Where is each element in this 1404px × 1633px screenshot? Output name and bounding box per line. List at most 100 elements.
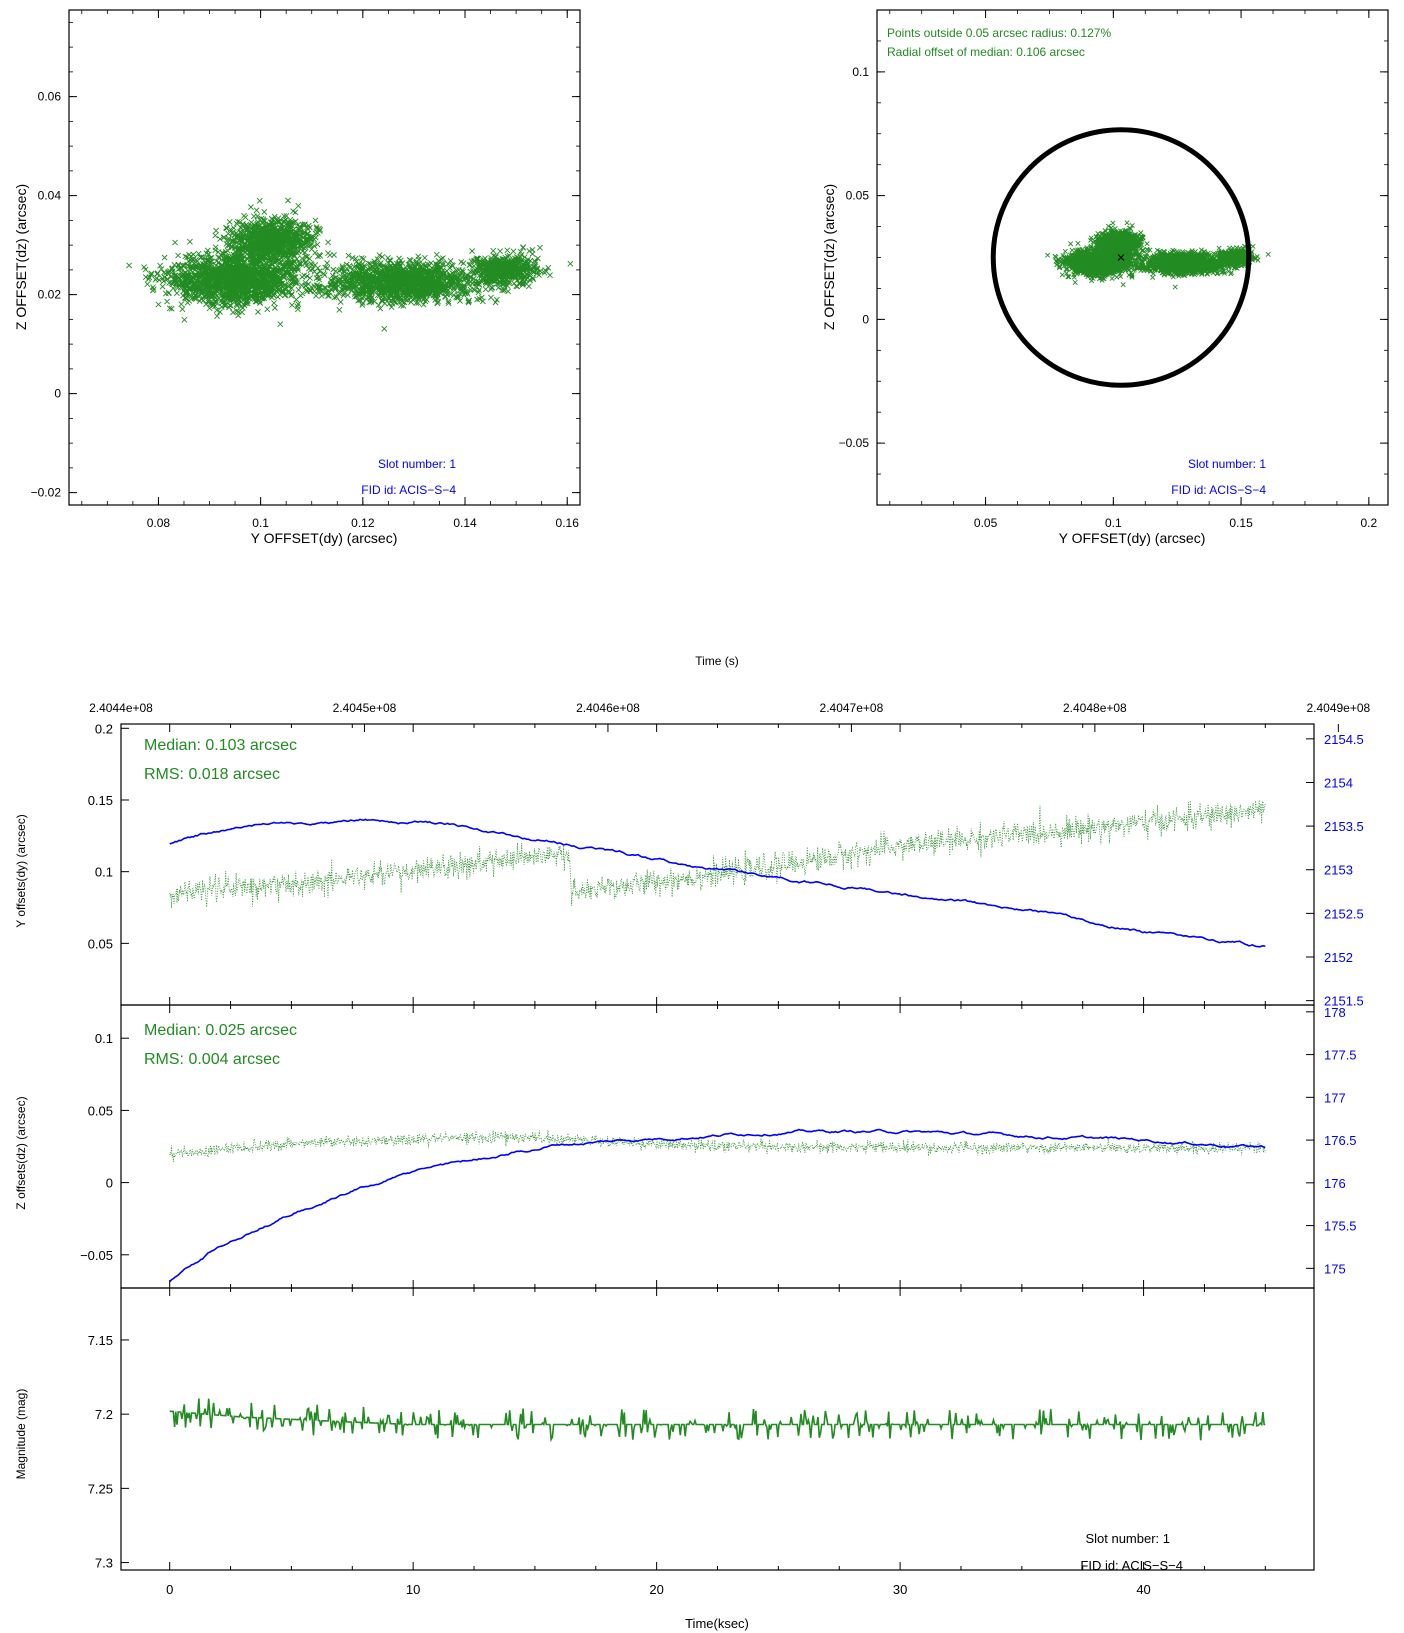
scatter-left-slot-label: Slot number: 1 [378, 457, 456, 471]
panel-right-ytick-label: 176.5 [1324, 1133, 1357, 1148]
panel-ytick-label: 0.05 [88, 1103, 113, 1118]
panel-right-ytick-label: 176 [1324, 1176, 1346, 1191]
blue-reference-series [169, 818, 1266, 948]
panel-ytick-label: 7.25 [88, 1481, 113, 1496]
z-offset-ylabel: Z offsets(dz) (arcsec) [14, 1096, 28, 1209]
scatter-left-xtick-label: 0.14 [453, 516, 477, 530]
y-offset-ylabel: Y offsets(dy) (arcsec) [14, 814, 28, 928]
panel-right-ytick-label: 2151.5 [1324, 994, 1364, 1009]
median-marker [1117, 254, 1125, 261]
scatter-left-chart: 0.08 0.1 0.12 0.14 0.16 −0.02 0 0.02 0.04 0.06 Y … [13, 9, 581, 546]
panel-right-ytick-label: 178 [1324, 1005, 1346, 1020]
scatter-left-ticks: 0.08 0.1 0.12 0.14 0.16 −0.02 0 0.02 0.04 0.06 [31, 10, 580, 530]
y-offset-median: Median: 0.103 arcsec [144, 737, 297, 754]
z-offset-rms: RMS: 0.004 arcsec [144, 1051, 280, 1068]
panel-right-ytick-label: 2153 [1324, 863, 1353, 878]
scatter-right-xtick-label: 0.1 [1105, 516, 1122, 530]
panel-right-ytick-label: 177 [1324, 1090, 1346, 1105]
magnitude-panel: 7.15 7.2 7.25 7.3 0 10 20 30 40 [88, 1287, 1315, 1597]
time-bottom-tick-label: 0 [166, 1582, 173, 1597]
panel-ytick-label: 7.3 [95, 1556, 113, 1571]
scatter-left-xtick-label: 0.16 [556, 516, 580, 530]
time-bottom-tick-label: 40 [1136, 1582, 1150, 1597]
panel-ytick-label: 0.2 [95, 721, 113, 736]
time-top-tick-label: 2.4046e+08 [576, 701, 640, 715]
panel-frame [120, 723, 1315, 1006]
scatter-right-ylabel: Z OFFSET(dz) (arcsec) [821, 184, 837, 330]
panel-right-ytick-label: 2152 [1324, 950, 1353, 965]
magnitude-slot-label: Slot number: 1 [1085, 1531, 1170, 1546]
scatter-right-chart: 0.05 0.1 0.15 0.2 −0.05 0 0.05 0.1 Points outsi… [821, 9, 1389, 546]
scatter-right-fid-label: FID id: ACIS−S−4 [1171, 483, 1266, 497]
time-top-tick-label: 2.4045e+08 [333, 701, 397, 715]
panel-right-ytick-label: 2153.5 [1324, 819, 1364, 834]
magnitude-fid-label: FID id: ACIS−S−4 [1080, 1558, 1183, 1573]
time-bottom-tick-label: 30 [893, 1582, 907, 1597]
y-offset-panel: 0.05 0.1 0.15 0.2 2151.5 2152 2152.5 2153 2153.5… [88, 721, 1364, 1008]
scatter-right-ticks: 0.05 0.1 0.15 0.2 −0.05 0 0.05 0.1 [839, 9, 1388, 530]
scatter-left-xlabel: Y OFFSET(dy) (arcsec) [251, 530, 398, 546]
scatter-right-xtick-label: 0.05 [974, 516, 998, 530]
panel-right-ytick-label: 175.5 [1324, 1219, 1357, 1234]
scatter-left-ytick-label: 0 [54, 387, 61, 401]
scatter-right-xlabel: Y OFFSET(dy) (arcsec) [1059, 530, 1206, 546]
time-top-tick-label: 2.4049e+08 [1306, 701, 1370, 715]
scatter-left-cross-markers [126, 197, 574, 332]
panel-ytick-label: −0.05 [80, 1248, 113, 1263]
panel-ytick-label: 0.1 [95, 1031, 113, 1046]
scatter-left-frame [68, 9, 581, 506]
scatter-right-points [1045, 220, 1271, 290]
scatter-right-cross-markers [1045, 220, 1271, 290]
magnitude-series [169, 1398, 1266, 1443]
time-top-tick-label: 2.4048e+08 [1063, 701, 1127, 715]
time-top-axis: 2.4044e+08 2.4045e+08 2.4046e+08 2.4047e+08… [89, 701, 1371, 732]
scatter-left-ytick-label: 0.04 [38, 189, 62, 203]
offset-series [169, 1130, 1266, 1163]
panel-right-ytick-label: 2154.5 [1324, 732, 1364, 747]
time-bottom-tick-label: 10 [406, 1582, 420, 1597]
time-top-tick-label: 2.4044e+08 [89, 701, 153, 715]
scatter-left-points [126, 197, 574, 332]
z-offset-median: Median: 0.025 arcsec [144, 1022, 297, 1039]
scatter-left-ylabel: Z OFFSET(dz) (arcsec) [13, 184, 29, 330]
scatter-right-ytick-label: 0.05 [846, 189, 870, 203]
panel-ytick-label: 0 [106, 1176, 113, 1191]
time-bottom-tick-label: 20 [649, 1582, 663, 1597]
z-offset-panel: −0.05 0 0.05 0.1 175 175.5 176 176.5 177 177.5 178 [80, 1004, 1357, 1289]
panel-ytick-label: 0.1 [95, 865, 113, 880]
scatter-right-xtick-label: 0.2 [1360, 516, 1377, 530]
panel-ytick-label: 0.05 [88, 936, 113, 951]
scatter-right-ytick-label: 0 [862, 312, 869, 326]
scatter-right-stats-median: Radial offset of median: 0.106 arcsec [887, 45, 1085, 59]
panel-ytick-label: 7.15 [88, 1333, 113, 1348]
scatter-left-ytick-label: 0.06 [38, 90, 62, 104]
blue-reference-series [169, 1128, 1266, 1283]
panel-right-ytick-label: 2154 [1324, 775, 1353, 790]
scatter-left-xtick-label: 0.08 [147, 516, 171, 530]
scatter-right-ytick-label: −0.05 [839, 436, 870, 450]
time-top-axis-label: Time (s) [695, 654, 739, 668]
panel-frame [120, 1004, 1315, 1289]
magnitude-ylabel: Magnitude (mag) [14, 1389, 28, 1480]
scatter-right-slot-label: Slot number: 1 [1188, 457, 1266, 471]
scatter-left-ytick-label: 0.02 [38, 288, 62, 302]
panel-right-ytick-label: 2152.5 [1324, 906, 1364, 921]
panel-frame [120, 1287, 1315, 1571]
scatter-right-ytick-label: 0.1 [852, 65, 869, 79]
panel-ytick-label: 7.2 [95, 1407, 113, 1422]
scatter-left-xtick-label: 0.1 [252, 516, 269, 530]
scatter-left-ytick-label: −0.02 [31, 486, 62, 500]
time-series-chart: Time (s) 2.4044e+08 2.4045e+08 2.4046e+08 2… [14, 654, 1371, 1631]
panel-ytick-label: 0.15 [88, 793, 113, 808]
offset-series [169, 799, 1266, 909]
radius-circle [990, 127, 1252, 388]
scatter-left-fid-label: FID id: ACIS−S−4 [361, 483, 456, 497]
scatter-right-stats-outside: Points outside 0.05 arcsec radius: 0.127… [887, 26, 1111, 40]
time-top-tick-label: 2.4047e+08 [820, 701, 884, 715]
median-cross [1117, 254, 1125, 261]
panel-right-ytick-label: 175 [1324, 1261, 1346, 1276]
scatter-right-xtick-label: 0.15 [1229, 516, 1253, 530]
scatter-left-xtick-label: 0.12 [351, 516, 375, 530]
time-bottom-axis-label: Time(ksec) [685, 1616, 749, 1631]
